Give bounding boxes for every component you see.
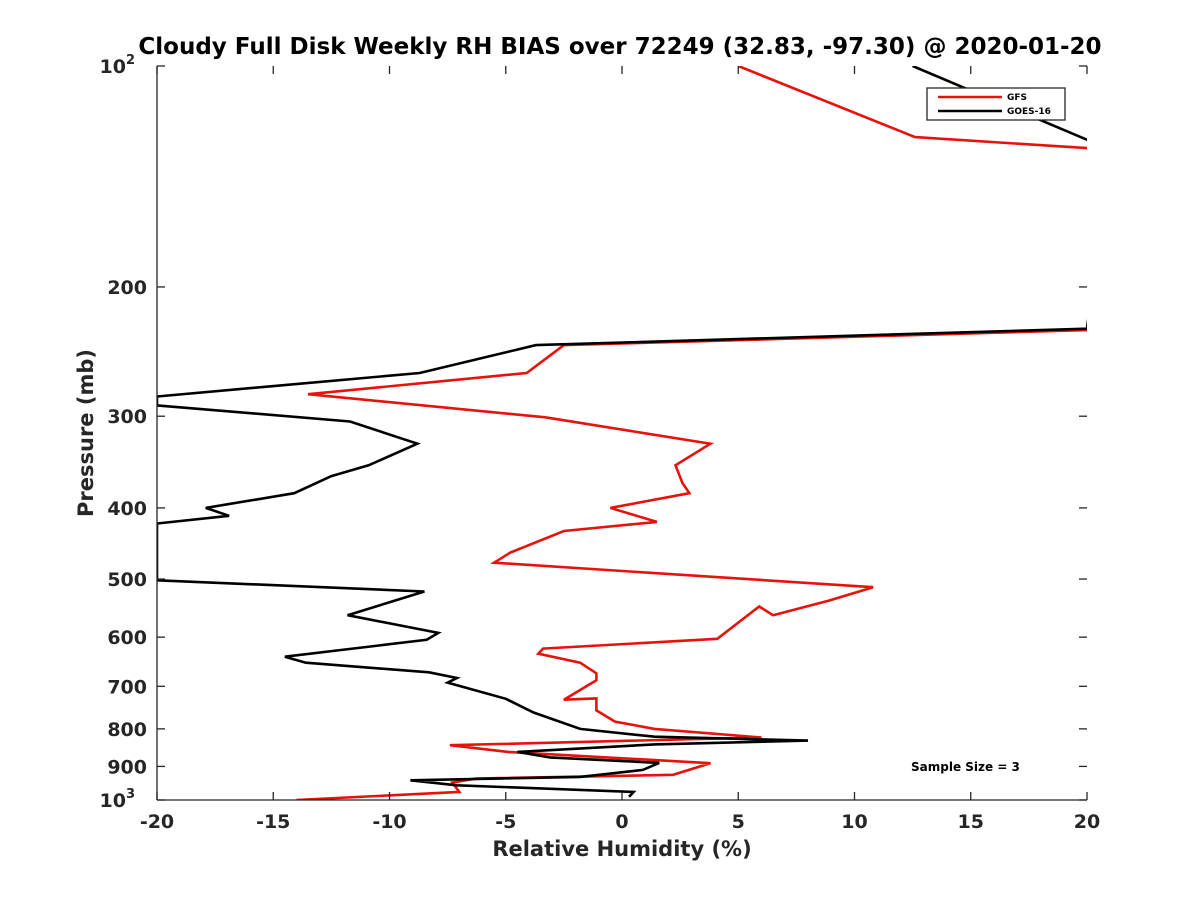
legend-label-gfs: GFS <box>1007 93 1027 103</box>
sample-size-annotation: Sample Size = 3 <box>911 760 1020 774</box>
y-tick-label: 300 <box>107 406 147 428</box>
x-tick-label: -15 <box>256 811 290 833</box>
y-tick-label: 103 <box>100 787 136 812</box>
y-axis-label: Pressure (mb) <box>74 349 98 517</box>
x-tick-label: 0 <box>615 811 628 833</box>
series-layer <box>157 66 1087 800</box>
legend-label-goes16: GOES-16 <box>1007 107 1051 117</box>
x-tick-label: 10 <box>841 811 867 833</box>
y-tick-label: 500 <box>107 569 147 591</box>
legend: GFS GOES-16 <box>926 87 1066 121</box>
y-ticks: 102 200 300 400 500 600 700 800 900 103 <box>100 53 1087 812</box>
y-tick-label: 800 <box>107 719 147 741</box>
x-tick-label: -5 <box>495 811 516 833</box>
x-tick-label: 20 <box>1074 811 1100 833</box>
y-tick-label: 102 <box>100 53 136 78</box>
x-axis-label: Relative Humidity (%) <box>492 837 751 861</box>
y-tick-label: 400 <box>107 498 147 520</box>
x-tick-label: -10 <box>372 811 406 833</box>
series-line-gfs <box>296 66 1087 800</box>
x-tick-label: 5 <box>732 811 745 833</box>
legend-box <box>926 87 1066 121</box>
x-tick-label: 15 <box>958 811 984 833</box>
y-tick-label: 200 <box>107 277 147 299</box>
x-ticks: -20 -15 -10 -5 0 5 10 15 20 <box>140 66 1100 833</box>
y-tick-label: 600 <box>107 627 147 649</box>
y-tick-label: 700 <box>107 676 147 698</box>
y-tick-label: 900 <box>107 756 147 778</box>
x-tick-label: -20 <box>140 811 174 833</box>
chart-title: Cloudy Full Disk Weekly RH BIAS over 722… <box>138 34 1101 60</box>
series-line-goes16 <box>157 66 1087 798</box>
axes <box>156 66 1087 801</box>
